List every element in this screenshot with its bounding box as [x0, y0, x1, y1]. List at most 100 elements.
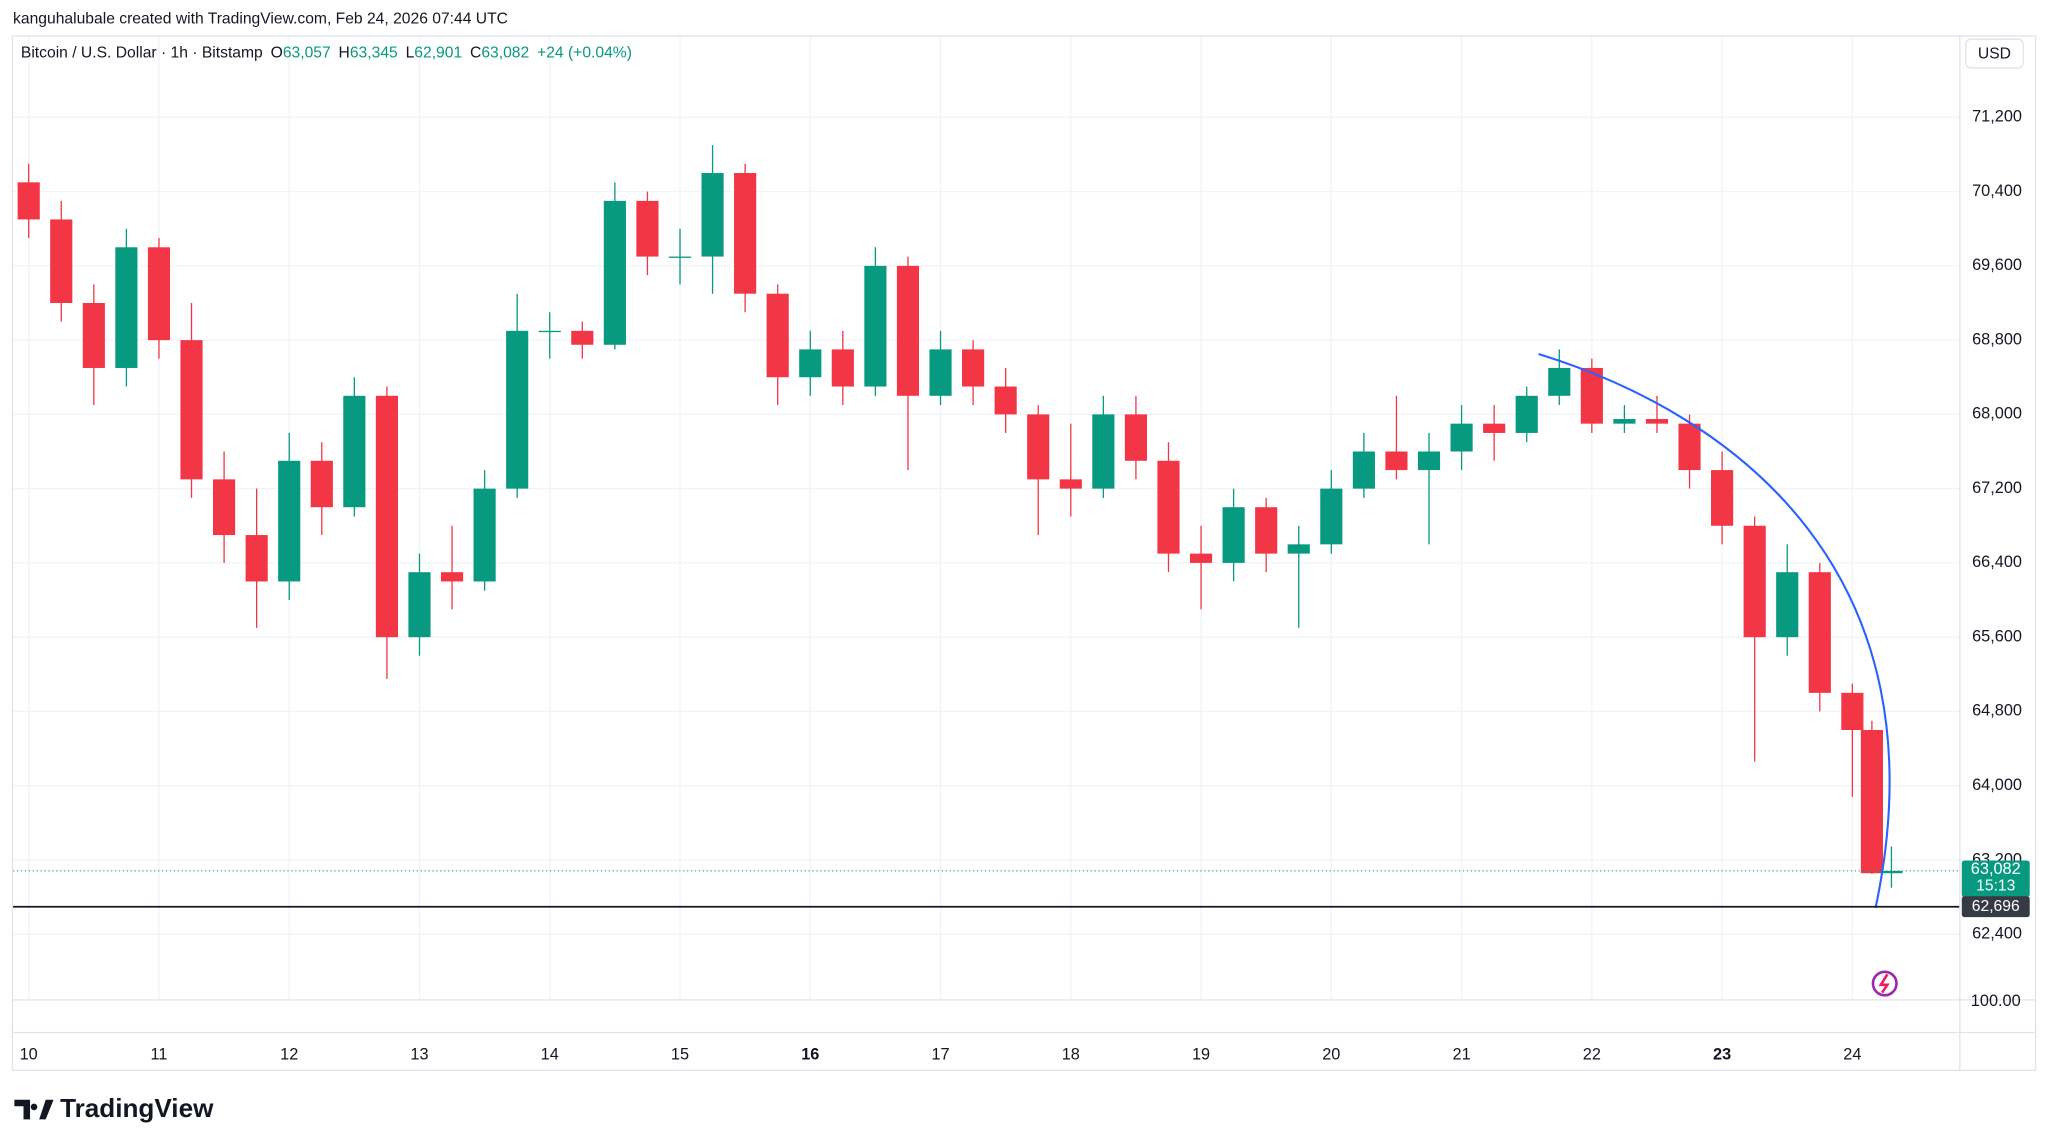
x-tick-label: 22	[1583, 1046, 1601, 1064]
candle-body	[82, 302, 105, 368]
legend-key: H	[339, 45, 350, 62]
candle-body	[734, 173, 757, 294]
y-tick-label: 64,000	[1972, 776, 2022, 794]
icon-ring[interactable]	[1871, 970, 1898, 997]
legend-value: 62,901	[414, 45, 462, 62]
candle-body	[538, 330, 561, 333]
symbol: Bitcoin / U.S. Dollar · 1h · Bitstamp	[21, 45, 263, 62]
grid: 62,40063,20064,00064,80065,60066,40067,2…	[13, 36, 2022, 1064]
candle-body	[701, 173, 724, 257]
candle-body	[799, 349, 822, 378]
candle-body	[1222, 507, 1245, 563]
candle-body	[1613, 419, 1636, 424]
x-tick-label: 24	[1843, 1046, 1861, 1064]
x-tick-label: 16	[801, 1046, 819, 1064]
legend-value: 63,057	[283, 45, 331, 62]
legend-key: C	[470, 45, 481, 62]
y-tick-label: 68,800	[1972, 330, 2022, 348]
candle-body	[50, 219, 73, 303]
y-tick-label: 67,200	[1972, 479, 2022, 497]
y-tick-label: 66,400	[1972, 553, 2022, 571]
y-tick-label: 71,200	[1972, 108, 2022, 126]
candle-body	[278, 460, 301, 582]
candle-body	[1027, 414, 1050, 480]
legend-value: 63,345	[350, 45, 398, 62]
candle-body	[310, 460, 333, 508]
candle-body	[1157, 460, 1180, 554]
x-tick-label: 14	[541, 1046, 559, 1064]
candle-body	[831, 349, 854, 387]
symbol-header: Bitcoin / U.S. Dollar · 1h · Bitstamp O63…	[21, 45, 632, 62]
candle-body	[1287, 544, 1310, 554]
icon-bolt[interactable]	[1878, 973, 1890, 994]
logo-mark	[14, 1099, 54, 1120]
candle-body	[1483, 423, 1506, 433]
candle-body	[668, 256, 692, 258]
lower-scale-label: 100.00	[1971, 992, 2021, 1010]
candle-body	[147, 247, 171, 341]
y-tick-label: 62,400	[1972, 925, 2022, 943]
x-tick-label: 19	[1192, 1046, 1210, 1064]
candle-body	[1124, 414, 1147, 461]
last-price-box	[1961, 860, 2030, 898]
currency-button[interactable]	[1965, 38, 2024, 69]
candle-body	[1189, 553, 1213, 563]
magic-icon[interactable]	[1871, 970, 1898, 997]
x-tick-label: 10	[20, 1046, 38, 1064]
x-tick-label: 17	[931, 1046, 949, 1064]
x-tick-label: 23	[1713, 1046, 1731, 1064]
x-tick-label: 20	[1322, 1046, 1340, 1064]
candle-body	[1743, 525, 1766, 638]
candle-body	[962, 349, 985, 387]
candle-body	[1678, 423, 1701, 471]
horizontal-line-label: 62,696	[1972, 898, 2020, 915]
candle-body	[1880, 870, 1903, 874]
y-tick-label: 68,000	[1972, 405, 2022, 423]
candle-body	[1841, 692, 1864, 730]
last-price-label: 63,082	[1971, 860, 2021, 878]
candle-body	[1515, 395, 1538, 433]
candle-body	[180, 340, 203, 480]
countdown: 15:13	[1976, 878, 2015, 895]
candle-body	[213, 479, 236, 536]
y-tick-label: 65,600	[1972, 627, 2022, 645]
candle-body	[440, 572, 464, 582]
legend-key: O	[271, 45, 283, 62]
y-tick-label: 69,600	[1972, 256, 2022, 274]
candle-body	[1548, 367, 1571, 396]
candle-body	[1417, 451, 1441, 471]
candle-body	[766, 293, 789, 378]
currency[interactable]: USD	[1978, 45, 2011, 62]
x-tick-label: 12	[280, 1046, 298, 1064]
candle-body	[1645, 419, 1669, 424]
candle-body	[375, 395, 398, 638]
x-tick-label: 13	[410, 1046, 428, 1064]
chart-frame	[11, 35, 2037, 1072]
x-tick-label: 11	[150, 1046, 167, 1064]
brand-logo: TradingView	[14, 1093, 214, 1123]
candle-body	[1860, 729, 1883, 874]
candle-body	[1255, 507, 1278, 554]
legend-value: 63,082	[481, 45, 529, 62]
candle-body	[1352, 451, 1375, 489]
x-tick-label: 15	[671, 1046, 689, 1064]
candle-body	[408, 572, 431, 638]
arc-drawing	[1538, 352, 1891, 908]
candle-body	[864, 265, 887, 387]
candle-body	[1580, 367, 1603, 424]
change: +24 (+0.04%)	[537, 45, 632, 62]
candle-body	[603, 200, 626, 345]
candle-body	[1450, 423, 1473, 452]
brand-name: TradingView	[60, 1093, 214, 1123]
candle-body	[115, 247, 138, 368]
candle-body	[896, 265, 920, 396]
candle-body	[343, 395, 366, 508]
y-tick-label: 70,400	[1972, 182, 2022, 200]
legend-key: L	[406, 45, 415, 62]
candle-body	[17, 182, 40, 220]
candle-body	[994, 386, 1017, 415]
